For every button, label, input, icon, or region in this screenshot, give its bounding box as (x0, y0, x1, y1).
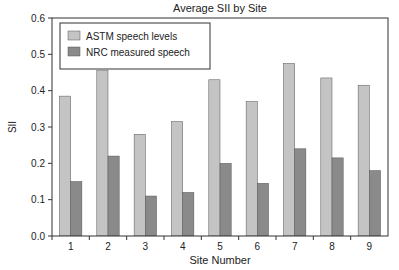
x-tick-label: 8 (329, 241, 335, 252)
bar (97, 71, 108, 236)
y-tick-label: 0.5 (31, 49, 45, 60)
bar (220, 163, 231, 236)
x-tick-label: 6 (255, 241, 261, 252)
x-tick-label: 1 (68, 241, 74, 252)
bar (71, 182, 82, 237)
bar (321, 78, 332, 236)
chart: Average SII by Site SII Site Number 0.0 0.1 0… (0, 0, 399, 270)
y-tick (48, 18, 52, 19)
y-tick (48, 236, 52, 237)
x-tick-label: 3 (143, 241, 149, 252)
x-axis-label: Site Number (189, 254, 250, 266)
y-tick-label: 0.1 (31, 194, 45, 205)
legend-swatch (68, 47, 80, 56)
title: Average SII by Site (173, 2, 267, 14)
bar (358, 85, 369, 236)
legend-label: NRC measured speech (86, 47, 190, 58)
y-tick-label: 0.2 (31, 158, 45, 169)
x-tick-label: 9 (367, 241, 373, 252)
x-tick-label: 2 (105, 241, 111, 252)
x-tick-label: 5 (217, 241, 223, 252)
y-tick (48, 54, 52, 55)
x-tick (313, 236, 314, 240)
x-tick-label: 7 (292, 241, 298, 252)
legend: ASTM speech levels NRC measured speech (60, 23, 210, 69)
bar (295, 149, 306, 236)
bar (145, 196, 156, 236)
y-tick-label: 0.4 (31, 85, 45, 96)
bars (59, 63, 380, 236)
y-tick (48, 199, 52, 200)
bar (369, 171, 380, 236)
y-tick-label: 0.0 (31, 231, 45, 242)
x-tick (89, 236, 90, 240)
y-tick (48, 127, 52, 128)
legend-label: ASTM speech levels (86, 31, 177, 42)
x-tick (201, 236, 202, 240)
legend-box (60, 23, 210, 69)
bar (134, 134, 145, 236)
y-tick-label: 0.6 (31, 13, 45, 24)
legend-swatch (68, 31, 80, 40)
bar (246, 102, 257, 236)
y-tick (48, 163, 52, 164)
x-tick (52, 236, 53, 240)
bar (283, 63, 294, 236)
x-tick (238, 236, 239, 240)
x-tick (350, 236, 351, 240)
bar (108, 156, 119, 236)
y-tick (48, 90, 52, 91)
bar (183, 192, 194, 236)
plot-frame (52, 18, 388, 236)
bar (257, 183, 268, 236)
bar (332, 158, 343, 236)
bar (59, 96, 70, 236)
y-tick-label: 0.3 (31, 122, 45, 133)
x-tick (126, 236, 127, 240)
x-tick (164, 236, 165, 240)
x-tick (276, 236, 277, 240)
bar (209, 80, 220, 236)
y-axis-label: SII (7, 121, 18, 133)
bar (171, 122, 182, 236)
x-tick-label: 4 (180, 241, 186, 252)
